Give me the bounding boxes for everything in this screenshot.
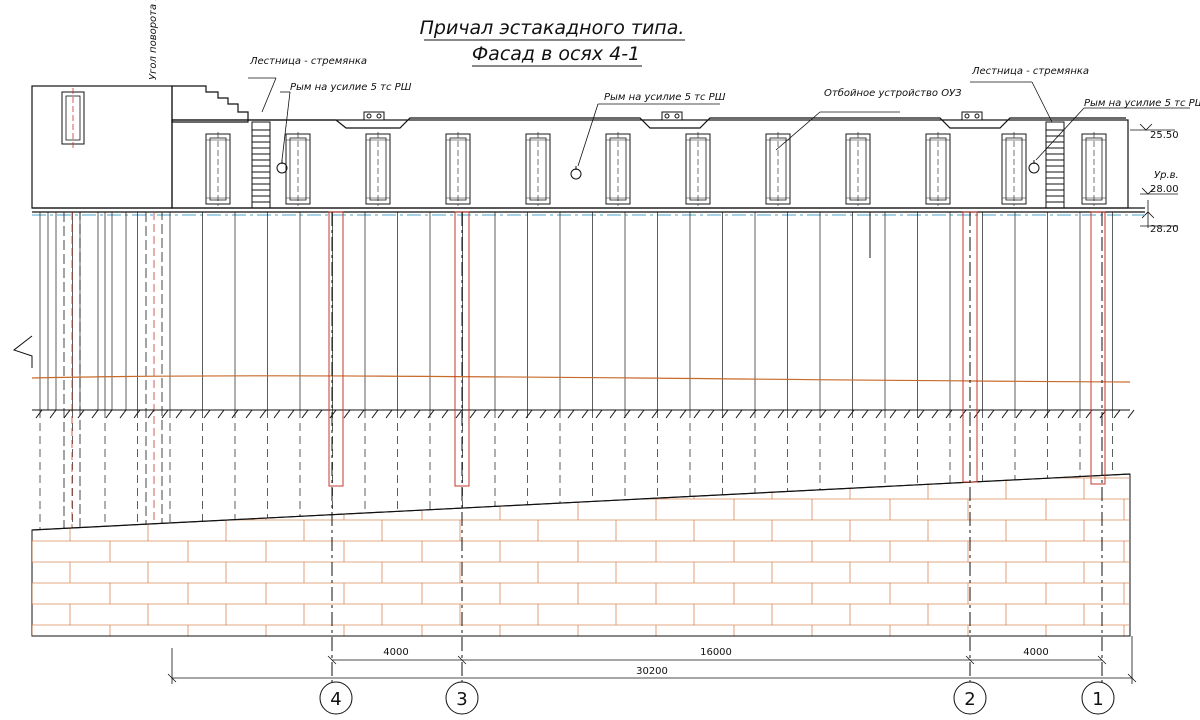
ladder-right-label: Лестница - стремянка: [971, 66, 1089, 77]
title-line-1: Причал эстакадного типа.: [420, 17, 685, 39]
axis-label-3: 3: [456, 689, 467, 710]
dimension-2-1: 4000: [1023, 647, 1048, 658]
mooring-eyes: [276, 160, 1040, 180]
eye-center-label: Рым на усилие 5 тс РШ: [604, 92, 726, 103]
fender-unit: [285, 132, 311, 206]
fender-unit: [1081, 132, 1107, 206]
axis-label-4: 4: [330, 689, 341, 710]
fender-unit: [685, 132, 711, 206]
fender-unit: [925, 132, 951, 206]
axis-circle-3: [445, 681, 479, 715]
eye-right-label: Рым на усилие 5 тс РШ: [1084, 98, 1200, 109]
elevation-water: 28.00: [1150, 184, 1179, 195]
axis-piles: [328, 211, 1106, 487]
fender-unit: [1001, 132, 1027, 206]
ladder-right: [1045, 121, 1065, 209]
water-level-label: Ур.в.: [1154, 170, 1179, 181]
fender-unit: [525, 132, 551, 206]
bollards: [363, 111, 983, 121]
fender-unit: [765, 132, 791, 206]
deck-outline: [32, 85, 1145, 213]
dredge-line: [32, 409, 1135, 419]
ladder-left: [251, 121, 271, 209]
title-line-2: Фасад в осях 4-1: [472, 43, 640, 65]
ladder-left-label-1: Лестница - стремянка: [249, 56, 367, 67]
axis-label-1: 1: [1092, 689, 1103, 710]
eye-left-label: Рым на усилие 5 тс РШ: [290, 82, 412, 93]
fender-label: Отбойное устройство ОУЗ: [824, 87, 962, 99]
fender-unit: [845, 132, 871, 206]
existing-structure-block: [31, 85, 173, 209]
fender-unit: [365, 132, 391, 206]
dimension-3-2: 16000: [700, 647, 732, 658]
axis-circle-4: [319, 681, 353, 715]
dimension-lines: [167, 636, 1137, 684]
fender-units: [205, 132, 1107, 206]
fender-unit: [445, 132, 471, 206]
soil-layer: [31, 473, 1131, 637]
fender-unit: [605, 132, 631, 206]
axis-label-2: 2: [964, 689, 975, 710]
elevation-top: 25.50: [1150, 130, 1179, 141]
axis-circle-2: [953, 681, 987, 715]
fender-unit: [205, 132, 231, 206]
callouts: [248, 77, 1190, 167]
axis-markers: [319, 212, 1115, 715]
axis-circle-1: [1081, 681, 1115, 715]
angle-label: Угол поворота 133°: [148, 0, 159, 80]
elevation-marks: [1130, 123, 1178, 228]
seabed-line: [31, 375, 1131, 383]
dimension-total: 30200: [636, 666, 668, 677]
elevation-deck: 28.20: [1150, 224, 1179, 235]
break-symbol: [12, 335, 33, 368]
axis-pile: [1090, 211, 1106, 485]
axis-pile: [328, 211, 344, 487]
dimension-4-3: 4000: [383, 647, 408, 658]
